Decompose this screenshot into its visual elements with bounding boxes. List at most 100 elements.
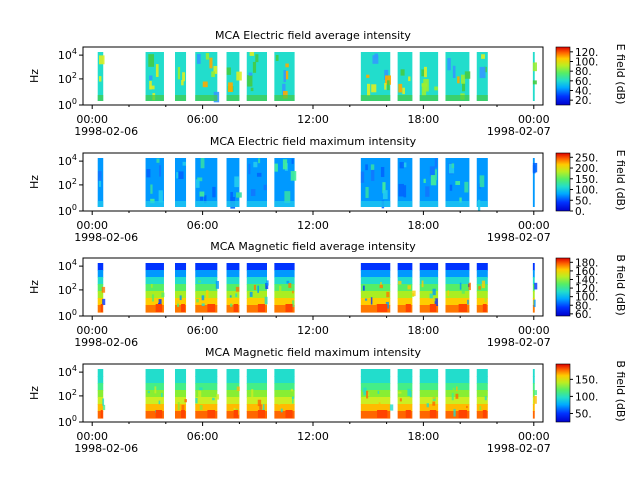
- x-tick-label: 06:00: [187, 113, 219, 126]
- intensity-patch: [291, 158, 294, 164]
- intensity-patch: [534, 282, 538, 290]
- data-segment: [419, 52, 439, 101]
- colorbar: 60.80.100.120.140.160.180. B field (dB): [555, 254, 627, 321]
- intensity-patch: [375, 304, 378, 310]
- intensity-patch: [421, 280, 424, 288]
- freq-band: [419, 305, 439, 313]
- intensity-patch: [377, 410, 388, 418]
- intensity-patch: [400, 69, 405, 76]
- intensity-patch: [199, 387, 203, 391]
- intensity-patch: [398, 183, 404, 197]
- data-segment: [397, 158, 413, 207]
- freq-band: [476, 376, 488, 384]
- x-date-label-end: 1998-02-07: [487, 442, 551, 455]
- intensity-patch: [466, 405, 468, 409]
- freq-band: [419, 404, 439, 412]
- y-axis-label: Hz: [28, 175, 41, 189]
- intensity-patch: [102, 398, 105, 406]
- intensity-patch: [447, 58, 451, 71]
- freq-band: [97, 390, 104, 398]
- freq-band: [175, 277, 187, 285]
- intensity-patch: [234, 176, 240, 188]
- intensity-patch: [425, 186, 430, 197]
- freq-band: [274, 383, 295, 391]
- intensity-patch: [182, 72, 186, 82]
- freq-band: [397, 390, 413, 398]
- colorbar-tick-label: 150.: [575, 374, 598, 386]
- colorbar: 50. 100. 150. B field (dB): [555, 360, 627, 423]
- x-tick-label: 00:00: [518, 219, 550, 232]
- intensity-patch: [484, 396, 487, 401]
- intensity-patch: [146, 169, 151, 178]
- data-segment: [97, 158, 104, 207]
- intensity-patch: [419, 95, 439, 101]
- freq-band: [226, 305, 240, 313]
- x-tick-label: 00:00: [518, 430, 550, 443]
- intensity-patch: [177, 402, 180, 410]
- intensity-patch: [98, 55, 105, 65]
- freq-band: [175, 369, 187, 377]
- intensity-patch: [195, 201, 218, 207]
- intensity-patch: [176, 299, 180, 304]
- intensity-patch: [462, 82, 466, 92]
- y-tick-label: 104: [58, 47, 77, 62]
- intensity-patch: [533, 395, 537, 404]
- intensity-patch: [266, 280, 269, 286]
- freq-band: [532, 284, 535, 292]
- intensity-patch: [280, 408, 283, 413]
- y-tick-label: 100: [58, 97, 77, 112]
- intensity-patch: [206, 290, 209, 298]
- intensity-patch: [236, 386, 240, 392]
- freq-band: [397, 298, 413, 306]
- panel-3: MCA Magnetic field average intensity1001…: [28, 240, 627, 349]
- data-segment: [274, 263, 295, 313]
- x-tick-label: 12:00: [297, 219, 329, 232]
- intensity-patch: [379, 284, 383, 289]
- data-segment: [195, 369, 220, 419]
- data-segment: [532, 158, 538, 207]
- intensity-patch: [285, 63, 289, 68]
- intensity-patch: [386, 291, 390, 298]
- intensity-patch: [385, 301, 389, 309]
- freq-band: [419, 369, 439, 377]
- intensity-patch: [175, 201, 187, 207]
- freq-band: [145, 305, 164, 313]
- freq-band: [360, 263, 391, 271]
- intensity-patch: [458, 304, 468, 312]
- intensity-patch: [423, 178, 426, 184]
- chart-title: MCA Magnetic field average intensity: [210, 240, 416, 253]
- freq-band: [360, 411, 391, 419]
- intensity-patch: [158, 190, 163, 203]
- freq-band: [274, 277, 295, 285]
- panel-2: MCA Electric field maximum intensity1001…: [28, 135, 627, 244]
- freq-band: [532, 277, 535, 285]
- intensity-patch: [445, 95, 470, 101]
- freq-band: [360, 270, 391, 278]
- freq-band: [175, 390, 187, 398]
- intensity-patch: [252, 61, 257, 73]
- freq-band: [445, 270, 470, 278]
- intensity-patch: [177, 67, 181, 80]
- freq-band: [532, 369, 535, 377]
- intensity-patch: [155, 304, 163, 312]
- y-tick-label: 102: [58, 282, 77, 297]
- intensity-patch: [145, 201, 164, 207]
- intensity-patch: [275, 54, 279, 61]
- intensity-patch: [464, 181, 469, 193]
- intensity-patch: [226, 95, 240, 101]
- freq-band: [246, 291, 267, 299]
- colorbar-tick-label: 80.: [575, 300, 592, 312]
- freq-band: [195, 397, 218, 405]
- data-segment: [145, 158, 164, 207]
- intensity-patch: [282, 159, 288, 170]
- freq-band: [532, 383, 535, 391]
- colorbar-tick-label: 20.: [575, 95, 592, 107]
- intensity-patch: [256, 172, 262, 177]
- intensity-patch: [447, 290, 450, 296]
- freq-band: [445, 397, 470, 405]
- intensity-patch: [100, 304, 103, 312]
- freq-band: [360, 383, 391, 391]
- intensity-patch: [476, 95, 488, 101]
- intensity-patch: [458, 410, 468, 418]
- intensity-patch: [481, 54, 485, 59]
